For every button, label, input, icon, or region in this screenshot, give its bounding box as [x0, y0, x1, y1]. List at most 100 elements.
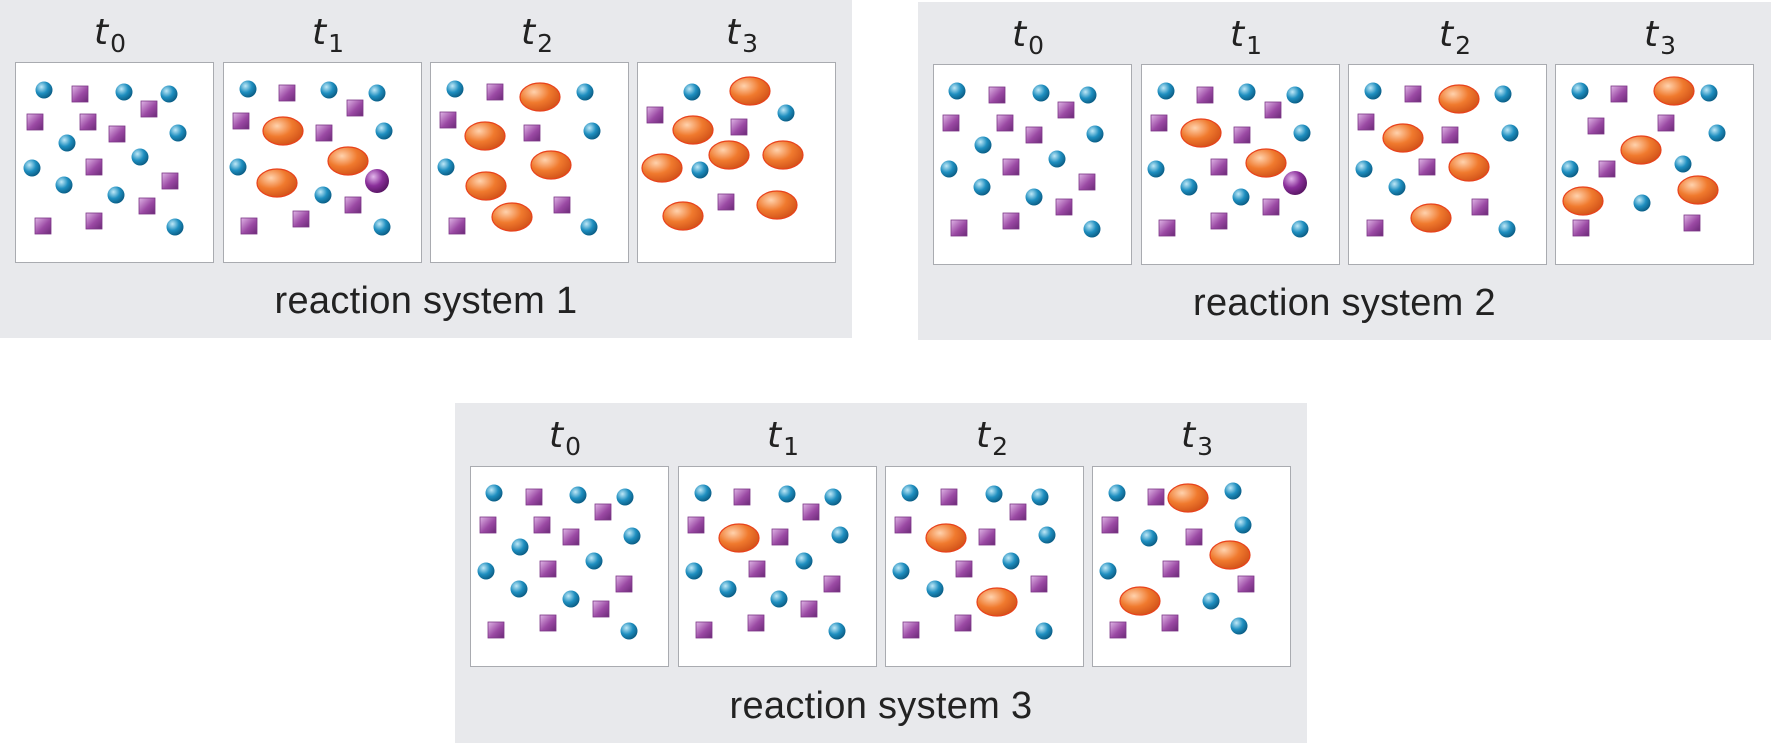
molecule-canvas	[892, 484, 1056, 640]
reactant-cube	[1237, 575, 1255, 593]
molecule-canvas	[229, 80, 393, 236]
snapshot-frame-t2	[1348, 64, 1547, 265]
time-label-t0: t0	[93, 12, 127, 58]
reactant-cube	[1657, 114, 1675, 132]
reactant-cube	[747, 614, 765, 632]
reactant-sphere	[1571, 82, 1589, 100]
time-label-t3: t3	[725, 12, 759, 58]
reactant-sphere	[685, 562, 703, 580]
reactant-cube	[138, 197, 156, 215]
reactant-cube	[1683, 214, 1701, 232]
reactant-sphere	[1157, 82, 1175, 100]
reactant-cube	[562, 528, 580, 546]
reactant-sphere	[901, 484, 919, 502]
reactant-cube	[232, 112, 250, 130]
reactant-cube	[479, 516, 497, 534]
reactant-sphere	[35, 81, 53, 99]
reactant-sphere	[569, 486, 587, 504]
reactant-cube	[1055, 198, 1073, 216]
reactant-cube	[1185, 528, 1203, 546]
reactant-sphere	[1293, 124, 1311, 142]
reactant-sphere	[1232, 188, 1250, 206]
time-label-t1: t1	[311, 12, 345, 58]
snapshot-frame-t3	[1555, 64, 1754, 265]
reactant-sphere	[824, 488, 842, 506]
reactant-cube	[1150, 114, 1168, 132]
product-molecule	[1245, 148, 1287, 178]
reactant-sphere	[1086, 125, 1104, 143]
reactant-sphere	[1633, 194, 1651, 212]
time-label-t1: t1	[1229, 14, 1263, 60]
reactant-cube	[539, 560, 557, 578]
reactant-cube	[1161, 614, 1179, 632]
molecule-canvas	[477, 484, 641, 640]
reactant-cube	[533, 516, 551, 534]
reactant-cube	[539, 614, 557, 632]
reactant-cube	[34, 217, 52, 235]
reactant-cube	[26, 113, 44, 131]
snapshot-frame-t2	[430, 62, 629, 263]
product-molecule	[519, 82, 561, 112]
product-molecule	[641, 153, 683, 183]
reactant-cube	[950, 219, 968, 237]
reactant-sphere	[926, 580, 944, 598]
reactant-sphere	[1032, 84, 1050, 102]
reactant-sphere	[1674, 155, 1692, 173]
reactant-sphere	[510, 580, 528, 598]
product-molecule	[1562, 186, 1604, 216]
reactant-sphere	[831, 526, 849, 544]
reactant-sphere	[1002, 552, 1020, 570]
reactant-cube	[278, 84, 296, 102]
product-molecule	[1410, 203, 1452, 233]
molecule-canvas	[1099, 482, 1255, 639]
intermediate-sphere	[1283, 171, 1307, 195]
reactant-sphere	[58, 134, 76, 152]
reactant-sphere	[1364, 82, 1382, 100]
reactant-cube	[1264, 101, 1282, 119]
reactant-sphere	[115, 83, 133, 101]
reactant-sphere	[828, 622, 846, 640]
reactant-sphere	[616, 488, 634, 506]
reactant-sphere	[583, 122, 601, 140]
reactant-cube	[594, 503, 612, 521]
molecule-canvas	[23, 81, 187, 236]
reactant-sphere	[1031, 488, 1049, 506]
reactant-sphere	[160, 85, 178, 103]
reactant-sphere	[683, 83, 701, 101]
reactant-sphere	[1708, 124, 1726, 142]
reactant-sphere	[1291, 220, 1309, 238]
time-label-t3: t3	[1643, 14, 1677, 60]
reactant-sphere	[1048, 150, 1066, 168]
reactant-sphere	[694, 484, 712, 502]
system-caption: reaction system 1	[274, 280, 578, 322]
reactant-sphere	[1388, 178, 1406, 196]
reactant-cube	[978, 528, 996, 546]
reaction-system-3-panel: t0 t1 t2 t3 reaction system 3	[455, 403, 1307, 743]
reactant-cube	[1210, 158, 1228, 176]
reactant-sphere	[620, 622, 638, 640]
product-molecule	[718, 523, 760, 553]
reactant-sphere	[375, 122, 393, 140]
reactant-sphere	[1038, 526, 1056, 544]
reactant-sphere	[23, 159, 41, 177]
reactant-cube	[802, 503, 820, 521]
product-molecule	[762, 140, 804, 170]
reactant-cube	[1233, 126, 1251, 144]
molecule-canvas	[940, 82, 1104, 238]
reactant-sphere	[1498, 220, 1516, 238]
reactant-cube	[108, 125, 126, 143]
reactant-cube	[1162, 560, 1180, 578]
reactant-cube	[955, 560, 973, 578]
reactant-sphere	[511, 538, 529, 556]
reactant-sphere	[562, 590, 580, 608]
reactant-sphere	[1083, 220, 1101, 238]
reactant-cube	[894, 516, 912, 534]
reactant-cube	[439, 111, 457, 129]
reactant-cube	[525, 488, 543, 506]
reaction-system-2-panel: t0 t1 t2 t3 reaction system 2	[918, 2, 1771, 340]
reactant-sphere	[1224, 482, 1242, 500]
snapshot-frame-t3	[1092, 466, 1291, 667]
reactant-cube	[592, 600, 610, 618]
reactant-sphere	[580, 218, 598, 236]
reactant-cube	[1471, 198, 1489, 216]
